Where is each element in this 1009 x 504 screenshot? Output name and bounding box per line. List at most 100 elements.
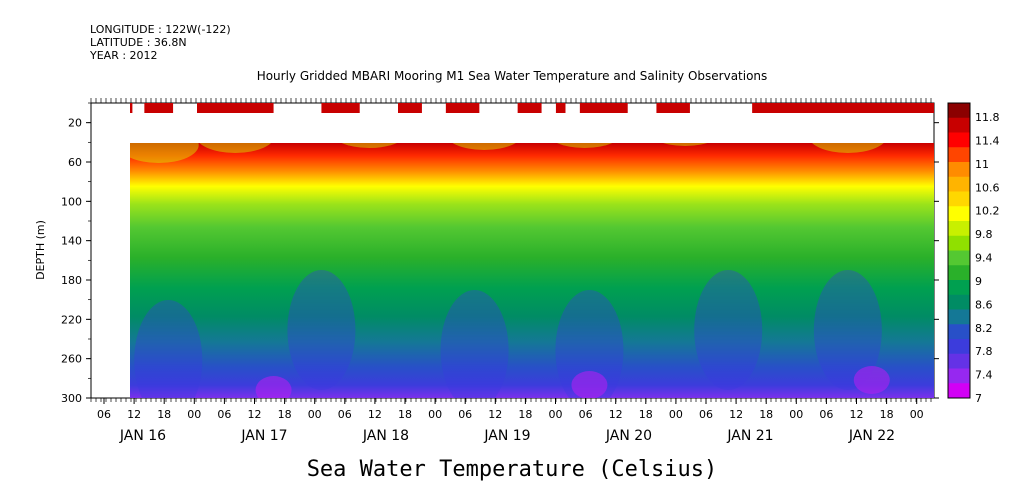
surface-band-segment bbox=[656, 103, 690, 113]
coldest-patch bbox=[571, 371, 608, 398]
x-tick-label: 12 bbox=[368, 408, 382, 421]
x-tick-label: 18 bbox=[639, 408, 653, 421]
day-label: JAN 20 bbox=[605, 428, 652, 444]
colorbar-frame bbox=[947, 102, 971, 399]
cold-patch bbox=[440, 290, 509, 398]
day-label: JAN 18 bbox=[362, 428, 409, 444]
x-tick-label: 00 bbox=[187, 408, 201, 421]
colorbar-swatch bbox=[948, 117, 970, 133]
x-tick-label: 00 bbox=[669, 408, 683, 421]
colorbar-swatch bbox=[948, 103, 970, 119]
colorbar-label: 9.8 bbox=[975, 228, 993, 241]
x-tick-label: 06 bbox=[97, 408, 111, 421]
warm-patch bbox=[199, 143, 272, 153]
colorbar-swatch bbox=[948, 383, 970, 399]
y-tick-label: 140 bbox=[61, 235, 82, 248]
x-tick-label: 06 bbox=[217, 408, 231, 421]
x-tick-label: 12 bbox=[609, 408, 623, 421]
cold-patch bbox=[134, 300, 203, 398]
x-tick-label: 18 bbox=[880, 408, 894, 421]
warm-patch bbox=[341, 143, 397, 148]
day-label: JAN 22 bbox=[848, 428, 895, 444]
colorbar-swatch bbox=[948, 147, 970, 163]
colorbar-label: 7.4 bbox=[975, 369, 993, 382]
colorbar-label: 9.4 bbox=[975, 252, 993, 265]
surface-band-segment bbox=[321, 103, 360, 113]
surface-band-segment bbox=[197, 103, 274, 113]
x-tick-label: 12 bbox=[127, 408, 141, 421]
x-tick-label: 06 bbox=[819, 408, 833, 421]
colorbar-swatch bbox=[948, 206, 970, 222]
colorbar-swatch bbox=[948, 176, 970, 192]
surface-band-segment bbox=[445, 103, 480, 113]
colorbar-swatch bbox=[948, 339, 970, 355]
y-tick-label: 180 bbox=[61, 274, 82, 287]
surface-band-segment bbox=[752, 103, 934, 113]
colorbar-label: 11 bbox=[975, 158, 989, 171]
x-tick-label: 00 bbox=[308, 408, 322, 421]
colorbar: 11.8 11.4 11 10.6 10.2 9.8 9.4 9 8.6 8.2 7.8 7.4 7 bbox=[947, 102, 1000, 405]
year-label: YEAR : 2012 bbox=[90, 49, 158, 62]
surface-band-segment bbox=[517, 103, 542, 113]
colorbar-swatch bbox=[948, 235, 970, 251]
colorbar-swatch bbox=[948, 368, 970, 384]
surface-band-segment bbox=[130, 103, 133, 113]
surface-band-segment bbox=[579, 103, 628, 113]
y-tick-label: 300 bbox=[61, 392, 82, 405]
x-tick-label: 12 bbox=[850, 408, 864, 421]
chart-title: Hourly Gridded MBARI Mooring M1 Sea Wate… bbox=[257, 69, 768, 83]
colorbar-swatch bbox=[948, 162, 970, 178]
axes: 06 12 18 00 06 12 18 00 06 12 18 00 06 12 18 00 06 12 18 00… bbox=[61, 98, 939, 444]
colorbar-swatch bbox=[948, 191, 970, 207]
colorbar-label: 7 bbox=[975, 392, 982, 405]
colorbar-swatch bbox=[948, 132, 970, 148]
surface-band-segment bbox=[398, 103, 422, 113]
colorbar-swatch bbox=[948, 294, 970, 310]
x-tick-label: 06 bbox=[699, 408, 713, 421]
x-tick-label: 12 bbox=[729, 408, 743, 421]
warm-patch bbox=[812, 143, 884, 153]
longitude-label: LONGITUDE : 122W(-122) bbox=[90, 23, 231, 36]
colorbar-label: 11.8 bbox=[975, 111, 1000, 124]
x-tick-label: 06 bbox=[458, 408, 472, 421]
colorbar-swatch bbox=[948, 324, 970, 340]
colorbar-label: 8.6 bbox=[975, 298, 993, 311]
colorbar-swatch bbox=[948, 353, 970, 369]
x-tick-label: 06 bbox=[579, 408, 593, 421]
warm-patch bbox=[663, 143, 708, 146]
y-tick-label: 60 bbox=[68, 156, 82, 169]
coldest-patch bbox=[853, 366, 890, 394]
x-axis-label: Sea Water Temperature (Celsius) bbox=[307, 457, 718, 482]
colorbar-label: 10.2 bbox=[975, 205, 1000, 218]
cold-patch bbox=[813, 270, 882, 390]
colorbar-swatch bbox=[948, 221, 970, 237]
y-tick-label: 220 bbox=[61, 313, 82, 326]
surface-band-segment bbox=[144, 103, 174, 113]
cold-patch bbox=[287, 270, 356, 390]
colorbar-label: 10.6 bbox=[975, 181, 1000, 194]
x-tick-label: 12 bbox=[248, 408, 262, 421]
cold-patch bbox=[694, 270, 763, 390]
latitude-label: LATITUDE : 36.8N bbox=[90, 36, 187, 49]
x-tick-label: 00 bbox=[428, 408, 442, 421]
day-label: JAN 17 bbox=[240, 428, 287, 444]
colorbar-swatch bbox=[948, 250, 970, 266]
x-tick-label: 00 bbox=[549, 408, 563, 421]
day-label: JAN 19 bbox=[483, 428, 530, 444]
colorbar-swatch bbox=[948, 265, 970, 281]
x-tick-label: 18 bbox=[398, 408, 412, 421]
x-tick-label: 18 bbox=[518, 408, 532, 421]
coldest-patch bbox=[255, 376, 292, 398]
x-tick-label: 00 bbox=[910, 408, 924, 421]
surface-band-segment bbox=[555, 103, 566, 113]
x-tick-label: 18 bbox=[157, 408, 171, 421]
x-tick-label: 12 bbox=[488, 408, 502, 421]
colorbar-label: 11.4 bbox=[975, 134, 1000, 147]
y-tick-label: 260 bbox=[61, 353, 82, 366]
colorbar-swatch bbox=[948, 280, 970, 296]
x-tick-label: 06 bbox=[338, 408, 352, 421]
colorbar-label: 8.2 bbox=[975, 322, 993, 335]
warm-patch bbox=[556, 143, 613, 148]
cold-patch bbox=[555, 290, 624, 398]
